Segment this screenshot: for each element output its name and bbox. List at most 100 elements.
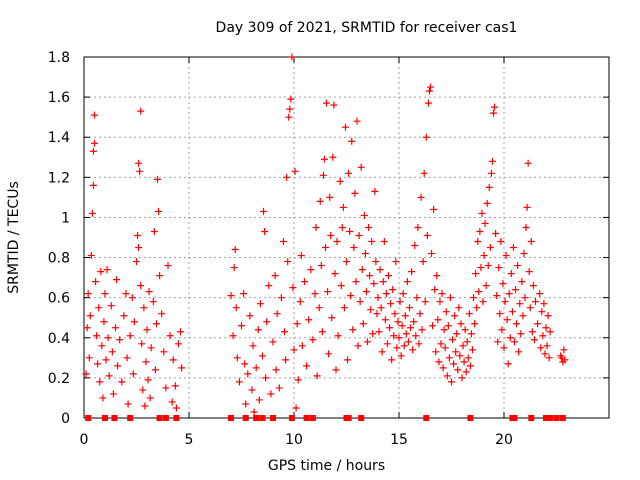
data-point <box>229 332 237 340</box>
data-point <box>497 238 505 246</box>
data-point <box>252 364 260 372</box>
data-point <box>290 346 298 354</box>
data-point <box>505 290 513 298</box>
data-point <box>406 304 413 312</box>
y-tick-label: 0.8 <box>48 251 70 267</box>
data-point <box>504 360 512 368</box>
data-point <box>320 155 328 163</box>
data-point <box>389 286 397 294</box>
data-point <box>470 294 478 302</box>
data-point <box>137 107 145 115</box>
data-point <box>439 364 447 372</box>
data-point <box>324 288 332 296</box>
data-point <box>375 328 383 336</box>
data-point <box>543 342 551 350</box>
y-tick-label: 1 <box>61 210 70 226</box>
data-point <box>534 320 542 328</box>
data-point <box>354 342 362 350</box>
data-point <box>95 304 103 312</box>
data-point <box>262 374 270 382</box>
data-point <box>171 382 179 390</box>
data-point <box>152 320 160 328</box>
data-point <box>332 366 340 374</box>
data-point <box>417 193 425 201</box>
data-point <box>414 223 422 231</box>
data-point <box>325 350 333 358</box>
data-point <box>479 298 487 306</box>
data-point <box>378 348 386 356</box>
data-point <box>256 300 264 308</box>
data-point <box>307 266 315 274</box>
x-tick-label: 20 <box>495 432 513 448</box>
data-point <box>109 390 117 398</box>
zero-marker <box>253 415 260 421</box>
data-point <box>142 358 150 366</box>
data-point <box>107 302 115 310</box>
data-point <box>394 318 402 326</box>
data-point <box>141 402 149 410</box>
data-point <box>427 83 434 91</box>
data-point <box>311 290 319 298</box>
data-point <box>319 171 327 179</box>
data-point <box>122 290 130 298</box>
data-point <box>322 244 329 252</box>
data-point <box>112 324 119 332</box>
data-point <box>368 238 376 246</box>
data-point <box>420 169 428 177</box>
data-point <box>540 300 548 308</box>
data-point <box>495 264 503 272</box>
y-tick-label: 1.4 <box>48 130 70 146</box>
data-point <box>524 159 532 167</box>
data-point <box>385 272 392 280</box>
data-point <box>523 203 531 211</box>
data-point <box>428 250 436 258</box>
data-point <box>116 336 124 344</box>
data-point <box>436 298 444 306</box>
data-point <box>460 358 468 366</box>
data-point <box>86 312 94 320</box>
data-point <box>128 294 136 302</box>
data-point <box>407 324 415 332</box>
data-point <box>344 356 352 364</box>
data-point <box>333 238 341 246</box>
data-point <box>377 304 385 312</box>
zero-marker <box>467 415 474 421</box>
data-point <box>155 207 163 215</box>
data-point <box>395 334 403 342</box>
data-point <box>338 223 346 231</box>
data-point <box>522 223 530 231</box>
data-point <box>283 173 291 181</box>
data-point <box>358 266 366 274</box>
data-point <box>474 238 482 246</box>
data-point <box>334 332 342 340</box>
zero-marker <box>127 415 134 421</box>
data-point <box>331 270 339 278</box>
data-point <box>294 376 302 384</box>
zero-marker <box>173 415 180 421</box>
data-point <box>541 350 549 358</box>
data-point <box>284 258 292 266</box>
data-point <box>480 252 488 260</box>
data-point <box>337 282 345 290</box>
data-point <box>445 354 453 362</box>
zero-marker <box>259 415 266 421</box>
data-point <box>83 324 91 332</box>
data-point <box>227 292 235 300</box>
data-point <box>511 338 518 346</box>
data-point <box>484 262 492 270</box>
data-point <box>317 262 325 270</box>
data-point <box>383 340 391 348</box>
zero-marker <box>242 415 249 421</box>
data-point <box>435 358 443 366</box>
data-point <box>488 157 496 165</box>
zero-marker <box>303 415 310 421</box>
data-point <box>515 348 523 356</box>
data-point <box>233 354 241 362</box>
data-point <box>517 330 525 338</box>
data-point <box>339 203 347 211</box>
data-point <box>260 207 268 215</box>
data-point <box>360 211 368 219</box>
data-point <box>486 244 494 252</box>
data-point <box>390 332 398 340</box>
